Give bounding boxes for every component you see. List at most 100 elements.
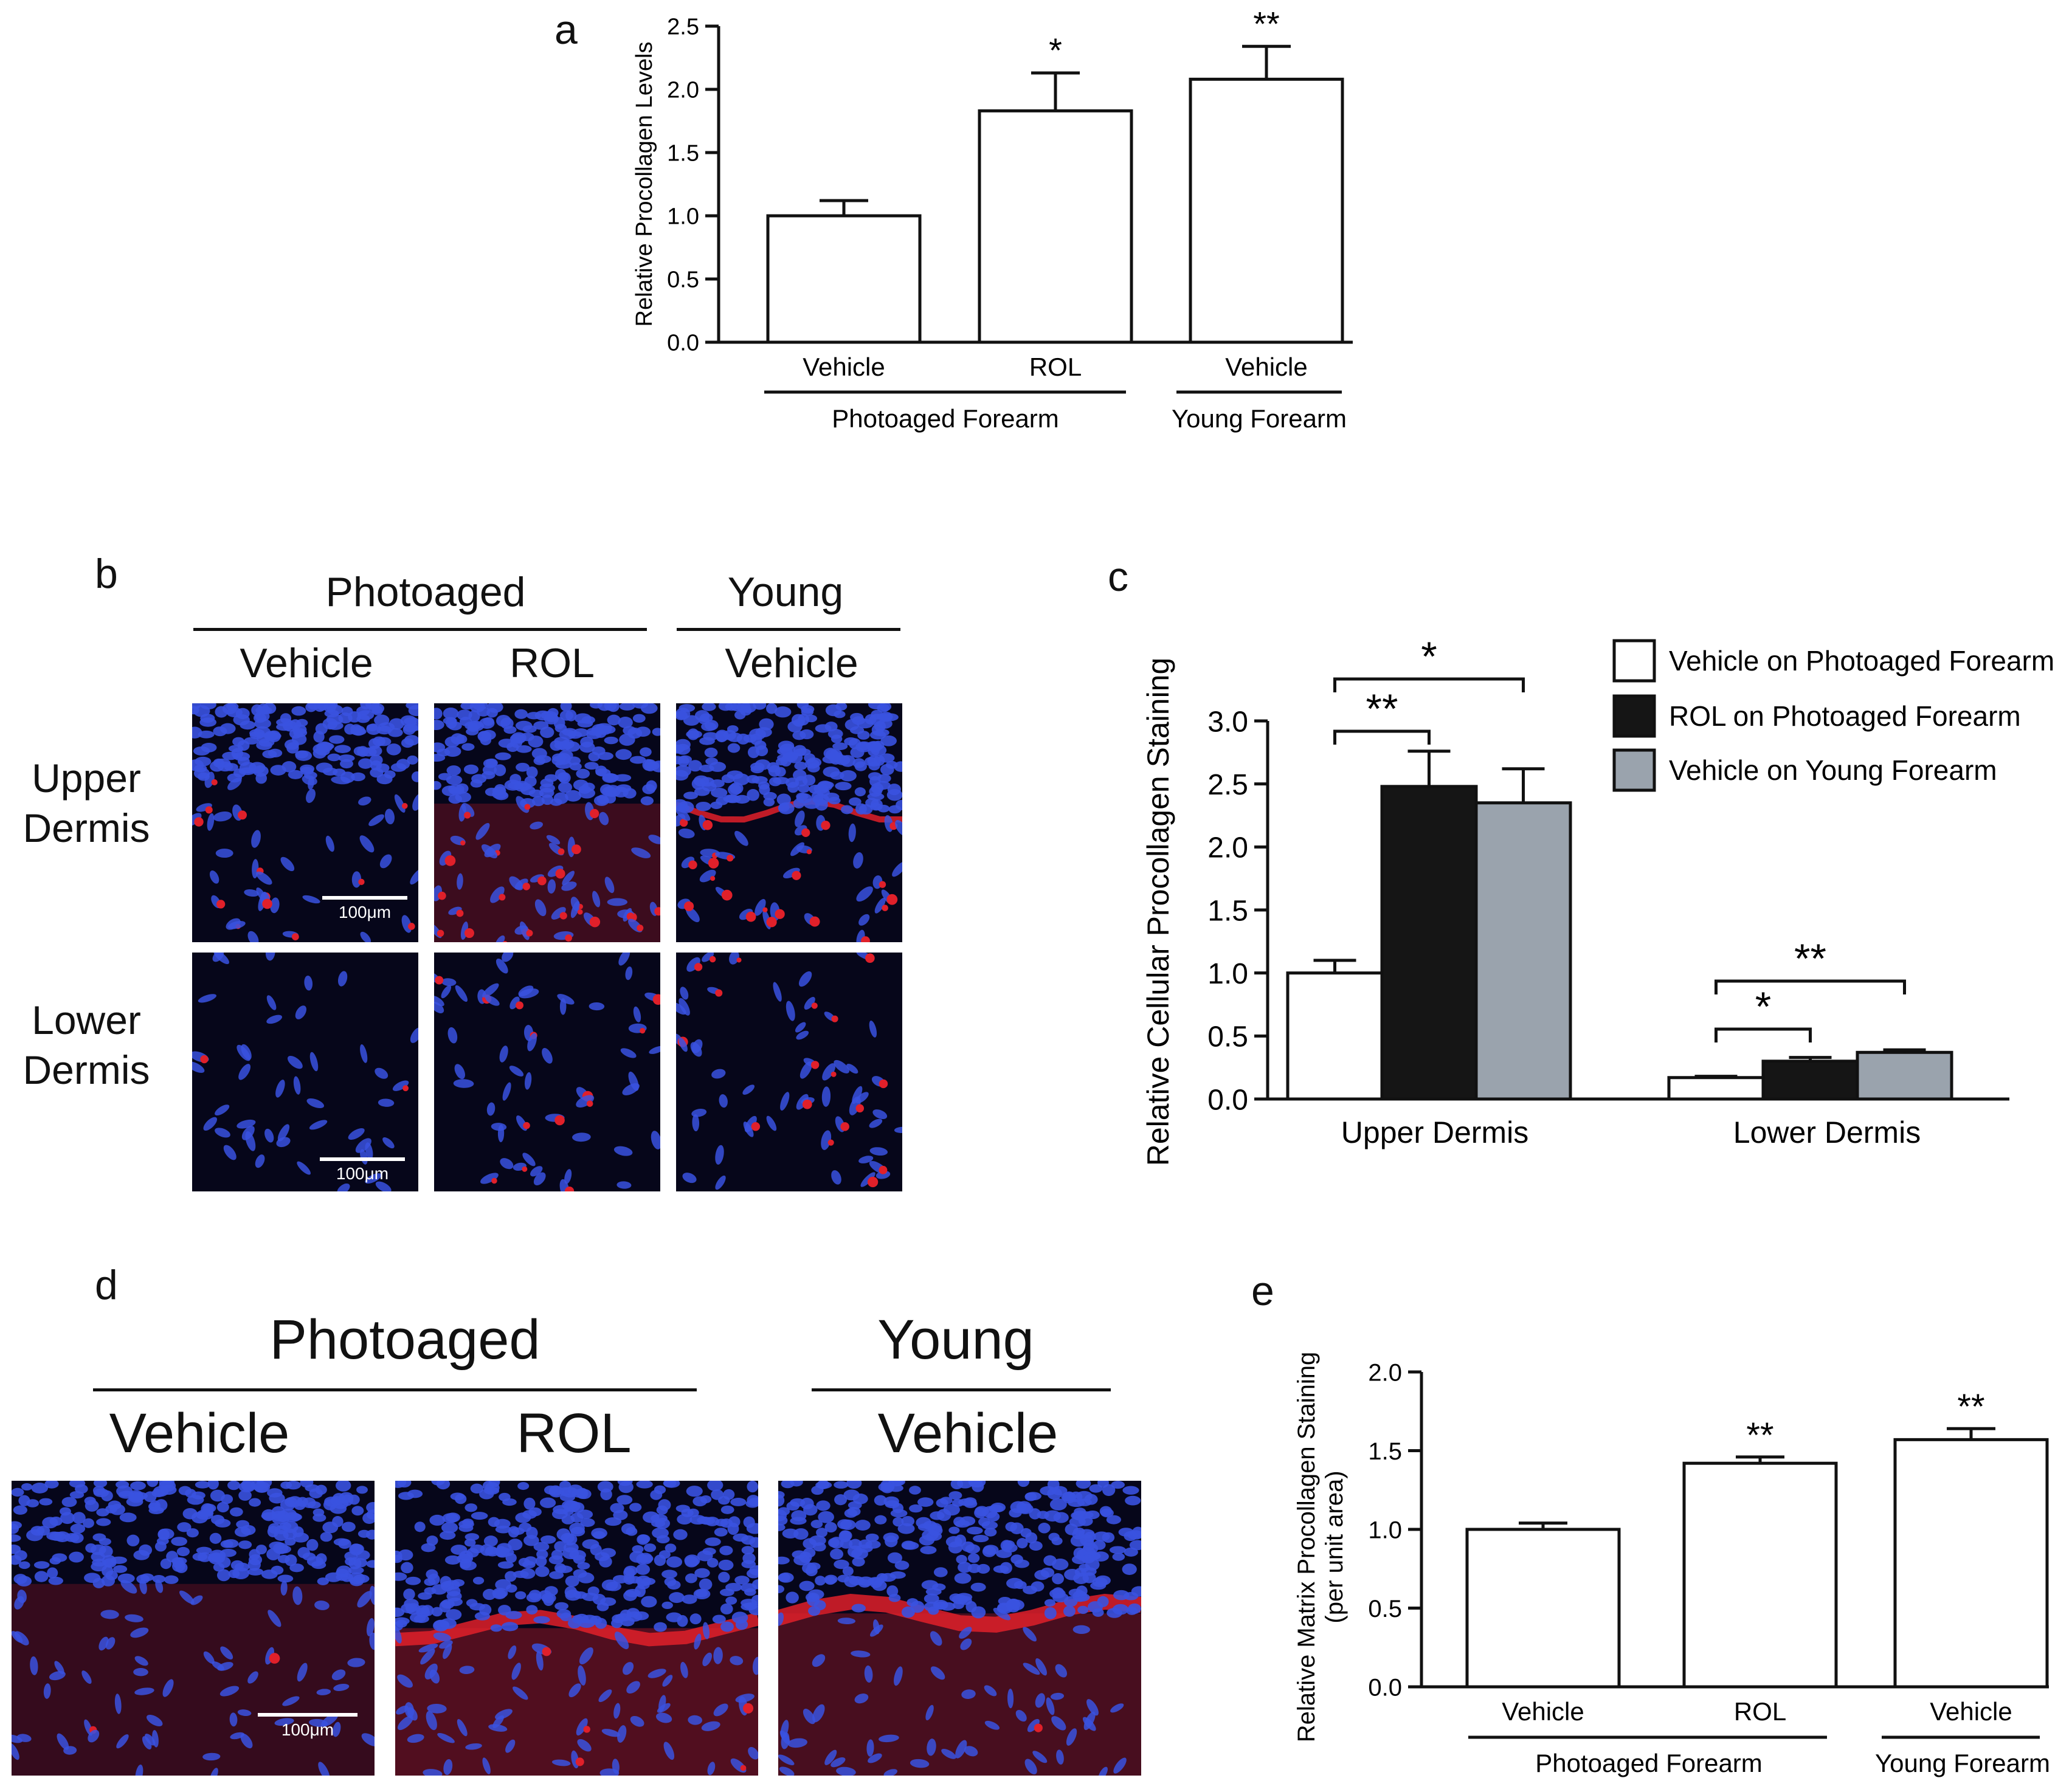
epidermal-nucleus [149, 1500, 161, 1512]
dermal-nucleus [241, 1126, 255, 1140]
epidermal-nucleus [348, 1572, 365, 1585]
epidermal-nucleus [482, 1481, 494, 1491]
epidermal-nucleus [49, 1531, 66, 1542]
epidermal-nucleus [810, 1520, 823, 1529]
epidermal-nucleus [396, 759, 410, 770]
dermal-nucleus [734, 830, 748, 846]
epidermal-nucleus [370, 768, 384, 778]
epidermal-nucleus [285, 1554, 297, 1566]
c-comparison-bracket [1715, 979, 1906, 994]
epidermal-nucleus [748, 1497, 758, 1506]
dermal-nucleus [455, 985, 468, 1002]
epidermal-nucleus [741, 1546, 755, 1555]
epidermal-nucleus [637, 1534, 649, 1545]
epidermal-nucleus [832, 742, 848, 751]
epidermal-nucleus [1014, 1559, 1029, 1568]
epidermal-nucleus [665, 1543, 677, 1553]
epidermal-nucleus [372, 736, 385, 746]
epidermal-nucleus [83, 1518, 94, 1528]
dermal-nucleus [812, 1654, 826, 1667]
micrograph-texture [395, 1481, 758, 1776]
epidermal-nucleus [198, 730, 215, 739]
dermal-nucleus [618, 953, 630, 966]
epidermal-nucleus [654, 1554, 666, 1566]
epidermal-nucleus [920, 1546, 937, 1554]
dermal-nucleus [146, 1714, 163, 1726]
dermal-nucleus [648, 835, 660, 844]
a-bar [766, 214, 922, 344]
dermal-nucleus [577, 1738, 592, 1752]
epidermal-nucleus [734, 710, 746, 720]
dermal-nucleus [851, 1650, 871, 1658]
epidermal-nucleus [341, 1521, 356, 1532]
epidermal-nucleus [49, 1517, 63, 1526]
epidermal-nucleus [384, 770, 396, 779]
c-x-tick-label: Lower Dermis [1733, 1115, 1921, 1149]
procollagen-spot [590, 808, 599, 818]
dermal-nucleus [155, 1579, 164, 1593]
epidermal-nucleus [619, 733, 635, 746]
epidermal-nucleus [470, 1483, 484, 1494]
panel-letter-b: b [95, 551, 118, 597]
dermal-nucleus [57, 1733, 69, 1750]
epidermal-nucleus [1052, 1573, 1064, 1585]
micrograph-upper-vehicle-photoaged [192, 703, 418, 942]
procollagen-spot [810, 1061, 820, 1069]
dermal-nucleus [357, 1591, 372, 1608]
epidermal-nucleus [490, 1624, 502, 1632]
dermal-nucleus [743, 1122, 754, 1137]
c-bar [1761, 1060, 1859, 1101]
epidermal-nucleus [849, 797, 862, 806]
dermal-nucleus [215, 849, 233, 858]
matrix-stain [395, 1628, 758, 1776]
epidermal-nucleus [851, 1604, 866, 1613]
epidermal-nucleus [844, 737, 858, 746]
dermal-nucleus [648, 1669, 666, 1678]
epidermal-nucleus [232, 1567, 249, 1580]
dermal-nucleus [713, 1703, 728, 1717]
dermal-nucleus [707, 1762, 716, 1776]
dermal-nucleus [874, 897, 886, 914]
dermal-nucleus [910, 1759, 930, 1768]
epidermal-nucleus [482, 1588, 496, 1601]
epidermal-nucleus [830, 1548, 844, 1560]
epidermal-nucleus [614, 774, 632, 782]
epidermal-nucleus [461, 743, 475, 751]
a-y-axis-label: Relative Procollagen Levels [632, 42, 657, 327]
epidermal-nucleus [69, 1490, 85, 1499]
epidermal-nucleus [201, 743, 217, 753]
epidermal-nucleus [515, 1591, 527, 1600]
epidermal-nucleus [868, 703, 885, 709]
epidermal-nucleus [1089, 1484, 1103, 1493]
epidermal-nucleus [936, 1498, 948, 1508]
dermal-nucleus [679, 998, 690, 1016]
c-comparison-label: * [1755, 984, 1771, 1030]
dermal-nucleus [244, 889, 259, 897]
epidermal-nucleus [604, 785, 621, 798]
dermal-nucleus [856, 886, 873, 902]
dermal-nucleus [694, 1633, 702, 1650]
epidermal-nucleus [888, 805, 902, 814]
epidermal-nucleus [786, 1591, 799, 1604]
epidermal-nucleus [446, 774, 463, 785]
epidermal-nucleus [728, 1516, 741, 1528]
epidermal-nucleus [441, 1522, 458, 1534]
a-y-tick-label: 2.5 [667, 15, 699, 40]
dermal-nucleus [316, 1689, 331, 1695]
epidermal-nucleus [1099, 1506, 1113, 1517]
epidermal-nucleus [597, 752, 613, 760]
dermal-nucleus [14, 1596, 24, 1610]
procollagen-spot [721, 889, 733, 901]
dermal-nucleus [858, 1156, 874, 1163]
dermal-nucleus [240, 1733, 253, 1749]
dermal-nucleus [715, 1145, 724, 1165]
dermal-nucleus [612, 1759, 620, 1774]
epidermal-nucleus [704, 747, 718, 758]
dermal-nucleus [699, 869, 716, 883]
dermal-nucleus [860, 1172, 875, 1187]
procollagen-spot [1034, 1723, 1043, 1732]
epidermal-nucleus [1107, 1608, 1122, 1618]
dermal-nucleus [735, 1694, 755, 1703]
epidermal-nucleus [804, 759, 820, 769]
epidermal-nucleus [573, 779, 589, 791]
